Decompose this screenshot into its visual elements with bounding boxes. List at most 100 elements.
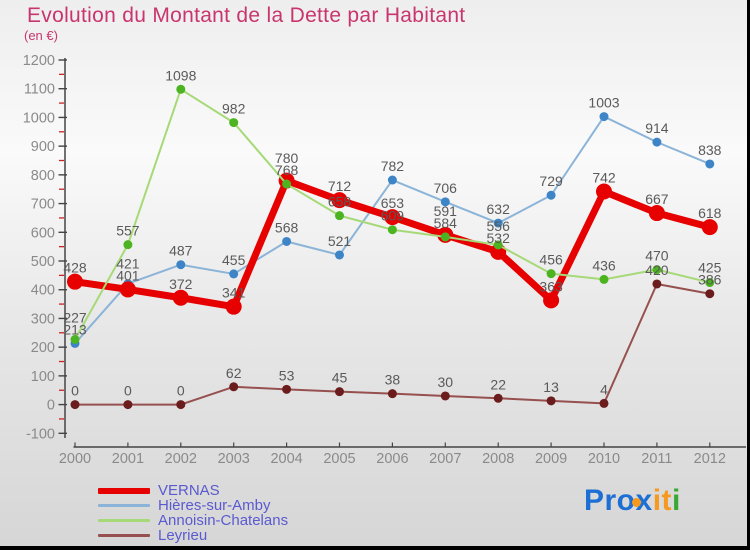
svg-text:400: 400 — [31, 283, 55, 299]
svg-text:200: 200 — [31, 340, 55, 356]
svg-text:2009: 2009 — [535, 451, 567, 467]
svg-text:2004: 2004 — [270, 451, 302, 467]
svg-text:800: 800 — [31, 168, 55, 184]
svg-text:470: 470 — [645, 248, 669, 264]
svg-text:700: 700 — [31, 197, 55, 213]
legend-item-annoisin-chatelans: Annoisin-Chatelans — [98, 513, 288, 528]
svg-text:729: 729 — [539, 173, 563, 189]
chart-subtitle: (en €) — [24, 28, 58, 43]
svg-text:532: 532 — [487, 230, 511, 246]
svg-text:2012: 2012 — [694, 451, 726, 467]
svg-text:2008: 2008 — [482, 451, 514, 467]
legend-item-hieres-sur-amby: Hières-sur-Amby — [98, 498, 288, 513]
svg-text:568: 568 — [275, 219, 299, 235]
svg-text:712: 712 — [328, 178, 352, 194]
svg-text:838: 838 — [698, 142, 722, 158]
svg-text:0: 0 — [47, 398, 55, 414]
proxiti-logo[interactable]: Proxiti — [584, 484, 681, 518]
svg-text:914: 914 — [645, 120, 669, 136]
legend-swatch-vernas — [98, 487, 150, 494]
svg-text:300: 300 — [31, 311, 55, 327]
svg-text:456: 456 — [539, 252, 563, 268]
svg-text:658: 658 — [328, 194, 352, 210]
legend-label: VERNAS — [158, 482, 220, 499]
svg-text:780: 780 — [275, 150, 299, 166]
svg-text:4: 4 — [600, 381, 608, 397]
svg-text:591: 591 — [434, 203, 458, 219]
svg-text:1000: 1000 — [23, 110, 55, 126]
svg-text:2011: 2011 — [641, 451, 672, 467]
svg-text:1098: 1098 — [165, 67, 196, 83]
svg-text:363: 363 — [539, 278, 563, 294]
svg-text:500: 500 — [31, 254, 55, 270]
svg-text:556: 556 — [487, 218, 511, 234]
svg-text:521: 521 — [328, 233, 352, 249]
svg-text:428: 428 — [63, 260, 87, 276]
svg-text:-100: -100 — [26, 426, 55, 442]
svg-text:900: 900 — [31, 139, 55, 155]
svg-text:2003: 2003 — [218, 451, 250, 467]
svg-text:609: 609 — [381, 208, 405, 224]
svg-text:227: 227 — [63, 309, 87, 325]
svg-text:2006: 2006 — [376, 451, 408, 467]
logo-letter: t — [661, 484, 673, 517]
svg-text:0: 0 — [177, 383, 185, 399]
svg-text:742: 742 — [592, 170, 616, 186]
svg-text:213: 213 — [63, 321, 87, 337]
svg-text:0: 0 — [71, 383, 79, 399]
svg-text:618: 618 — [698, 205, 722, 221]
legend-swatch-hieres-sur-amby — [98, 504, 150, 507]
svg-text:557: 557 — [116, 223, 140, 239]
svg-text:632: 632 — [487, 201, 511, 217]
legend-item-vernas: VERNAS — [98, 483, 288, 498]
svg-text:341: 341 — [222, 285, 246, 301]
legend-label: Hières-sur-Amby — [158, 497, 271, 514]
legend-swatch-leyrieu — [98, 534, 150, 537]
svg-text:2010: 2010 — [588, 451, 620, 467]
svg-text:38: 38 — [385, 372, 401, 388]
svg-text:782: 782 — [381, 158, 405, 174]
svg-text:584: 584 — [434, 215, 458, 231]
svg-text:53: 53 — [279, 367, 295, 383]
svg-text:45: 45 — [332, 370, 348, 386]
legend-label: Annoisin-Chatelans — [158, 512, 289, 529]
svg-text:62: 62 — [226, 365, 242, 381]
svg-text:0: 0 — [124, 383, 132, 399]
logo-letter: x — [631, 484, 653, 517]
svg-text:2001: 2001 — [112, 451, 144, 467]
svg-text:2002: 2002 — [165, 451, 197, 467]
svg-text:982: 982 — [222, 101, 246, 117]
svg-text:401: 401 — [116, 267, 140, 283]
svg-text:421: 421 — [116, 255, 140, 271]
svg-text:1100: 1100 — [24, 82, 55, 98]
svg-text:2007: 2007 — [429, 451, 461, 467]
chart-legend: VERNAS Hières-sur-Amby Annoisin-Chatelan… — [98, 483, 288, 543]
chart-title: Evolution du Montant de la Dette par Hab… — [27, 4, 466, 27]
svg-text:487: 487 — [169, 243, 193, 259]
svg-text:30: 30 — [438, 374, 454, 390]
svg-text:372: 372 — [169, 276, 193, 292]
svg-text:667: 667 — [645, 191, 669, 207]
svg-text:455: 455 — [222, 252, 246, 268]
svg-text:100: 100 — [31, 369, 55, 385]
svg-text:600: 600 — [31, 225, 55, 241]
svg-text:1003: 1003 — [588, 95, 619, 111]
svg-text:386: 386 — [698, 272, 722, 288]
svg-text:2005: 2005 — [323, 451, 355, 467]
svg-text:706: 706 — [434, 180, 458, 196]
logo-letter: i — [672, 484, 681, 517]
svg-text:653: 653 — [381, 195, 405, 211]
logo-letter: Pro — [584, 484, 636, 517]
svg-text:420: 420 — [645, 262, 669, 278]
svg-text:22: 22 — [490, 376, 506, 392]
svg-text:13: 13 — [543, 379, 559, 395]
legend-swatch-annoisin-chatelans — [98, 519, 150, 522]
svg-text:768: 768 — [275, 162, 299, 178]
line-chart: 1200 1100 1000 900 800 700 600 500 400 300 200 100 0… — [23, 53, 746, 467]
svg-text:2000: 2000 — [59, 451, 91, 467]
logo-letter: i — [652, 484, 662, 517]
svg-text:1200: 1200 — [23, 53, 55, 69]
svg-text:425: 425 — [698, 260, 722, 276]
svg-text:436: 436 — [592, 257, 616, 273]
